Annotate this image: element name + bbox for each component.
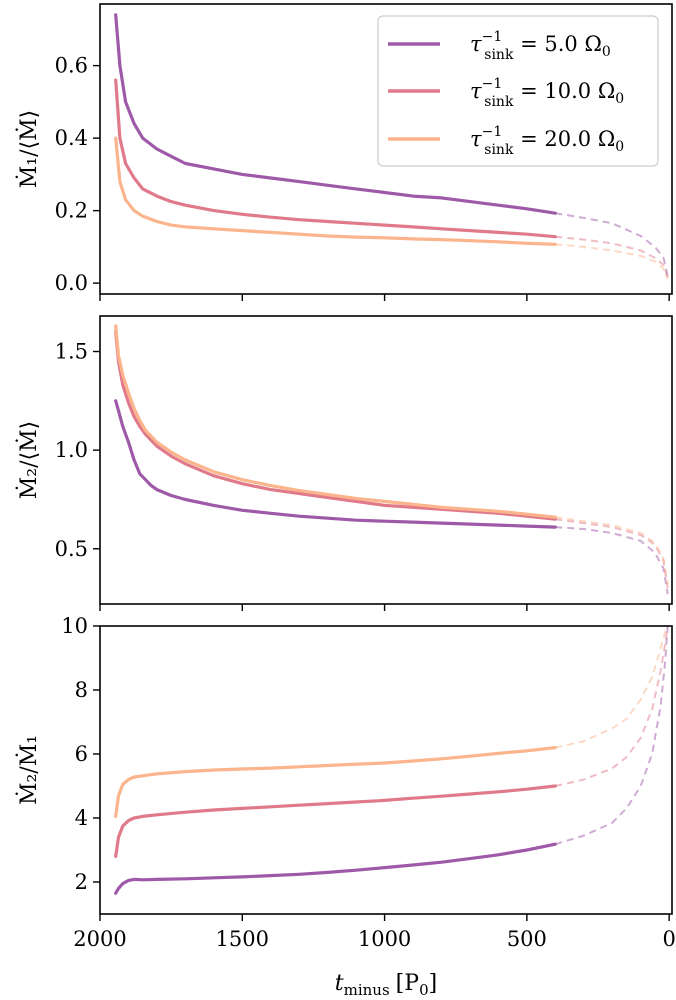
top-ytick-label-2: 0.4 bbox=[55, 126, 88, 150]
middle-ytick-label-1: 1.0 bbox=[55, 438, 88, 462]
legend-entry-tau-20: τ−1 sink = 20.0 Ω0 bbox=[388, 124, 624, 158]
bottom-ytick-label-2: 6 bbox=[75, 742, 88, 766]
bottom-series-tau-10-solid bbox=[114, 784, 557, 859]
top-ticks-layer: 0.0 0.2 0.4 0.6 bbox=[55, 54, 670, 301]
middle-series-tau-5-solid bbox=[114, 399, 557, 529]
top-series-tau-20-solid bbox=[114, 136, 557, 246]
legend-label-tau-20: τ−1 sink = 20.0 Ω0 bbox=[470, 124, 624, 158]
middle-series-layer bbox=[114, 324, 669, 595]
bottom-xtick-label-0: 2000 bbox=[73, 927, 126, 951]
top-ytick-label-0: 0.0 bbox=[55, 271, 88, 295]
bottom-xtick-label-1: 1500 bbox=[216, 927, 269, 951]
bottom-ytick-label-0: 2 bbox=[75, 870, 88, 894]
middle-series-tau-10-solid bbox=[114, 330, 557, 521]
bottom-series-tau-20-solid bbox=[114, 745, 557, 819]
middle-series-tau-5-dashed bbox=[555, 526, 669, 595]
bottom-series-tau-5-dashed bbox=[555, 625, 669, 846]
bottom-xtick-label-2: 1000 bbox=[358, 927, 411, 951]
middle-axes-frame bbox=[99, 315, 673, 605]
bottom-ytick-label-1: 4 bbox=[75, 806, 88, 830]
bottom-axes-frame bbox=[99, 625, 673, 915]
top-axes-frame bbox=[99, 3, 673, 295]
bottom-series-tau-20-dashed bbox=[555, 625, 669, 749]
top-series-tau-5-dashed bbox=[555, 212, 669, 277]
legend-label-tau-10: τ−1 sink = 10.0 Ω0 bbox=[470, 76, 624, 110]
top-ytick-label-1: 0.2 bbox=[55, 199, 88, 223]
bottom-ytick-label-4: 10 bbox=[61, 614, 88, 638]
panel-top-m1: 0.0 0.2 0.4 0.6 Ṁ₁/⟨Ṁ⟩ τ−1 sink = 5.0 Ω0 τ−1… bbox=[15, 3, 673, 301]
panel-bottom-ratio: 2 4 6 8 10 2000 1500 1000 500 0 Ṁ₂/Ṁ₁ tminus [P0] bbox=[15, 614, 676, 999]
top-series-tau-20-dashed bbox=[555, 243, 669, 280]
top-series-tau-10-dashed bbox=[555, 235, 669, 279]
bottom-ticks-layer: 2 4 6 8 10 2000 1500 1000 500 0 bbox=[61, 614, 676, 951]
middle-series-tau-20-dashed bbox=[555, 516, 669, 585]
bottom-series-tau-5-solid bbox=[114, 842, 557, 895]
middle-ticks-layer: 0.5 1.0 1.5 bbox=[55, 340, 670, 611]
panel-middle-m2: 0.5 1.0 1.5 Ṁ₂/⟨Ṁ⟩ bbox=[15, 315, 673, 611]
legend-entry-tau-10: τ−1 sink = 10.0 Ω0 bbox=[388, 76, 624, 110]
bottom-xtick-label-4: 0 bbox=[662, 927, 675, 951]
top-series-tau-5-solid bbox=[114, 13, 557, 215]
middle-series-tau-20-solid bbox=[114, 324, 557, 519]
bottom-ytick-label-3: 8 bbox=[75, 678, 88, 702]
bottom-series-layer bbox=[114, 625, 669, 895]
legend-entry-tau-5: τ−1 sink = 5.0 Ω0 bbox=[388, 29, 611, 63]
bottom-y-axis-label: Ṁ₂/Ṁ₁ bbox=[15, 735, 42, 805]
middle-ytick-label-2: 1.5 bbox=[55, 340, 88, 364]
legend: τ−1 sink = 5.0 Ω0 τ−1 sink = 10.0 Ω0 τ−1 si… bbox=[377, 15, 659, 167]
legend-label-tau-5: τ−1 sink = 5.0 Ω0 bbox=[470, 29, 611, 63]
x-axis-label: tminus [P0] bbox=[335, 971, 437, 999]
legend-box bbox=[377, 15, 659, 167]
top-series-tau-10-solid bbox=[114, 78, 557, 239]
middle-y-axis-label: Ṁ₂/⟨Ṁ⟩ bbox=[15, 421, 42, 499]
bottom-xtick-label-3: 500 bbox=[507, 927, 547, 951]
bottom-series-tau-10-dashed bbox=[555, 625, 669, 787]
top-y-axis-label: Ṁ₁/⟨Ṁ⟩ bbox=[15, 110, 42, 188]
top-ytick-label-3: 0.6 bbox=[55, 54, 88, 78]
middle-ytick-label-0: 0.5 bbox=[55, 537, 88, 561]
top-series-layer bbox=[114, 13, 669, 280]
